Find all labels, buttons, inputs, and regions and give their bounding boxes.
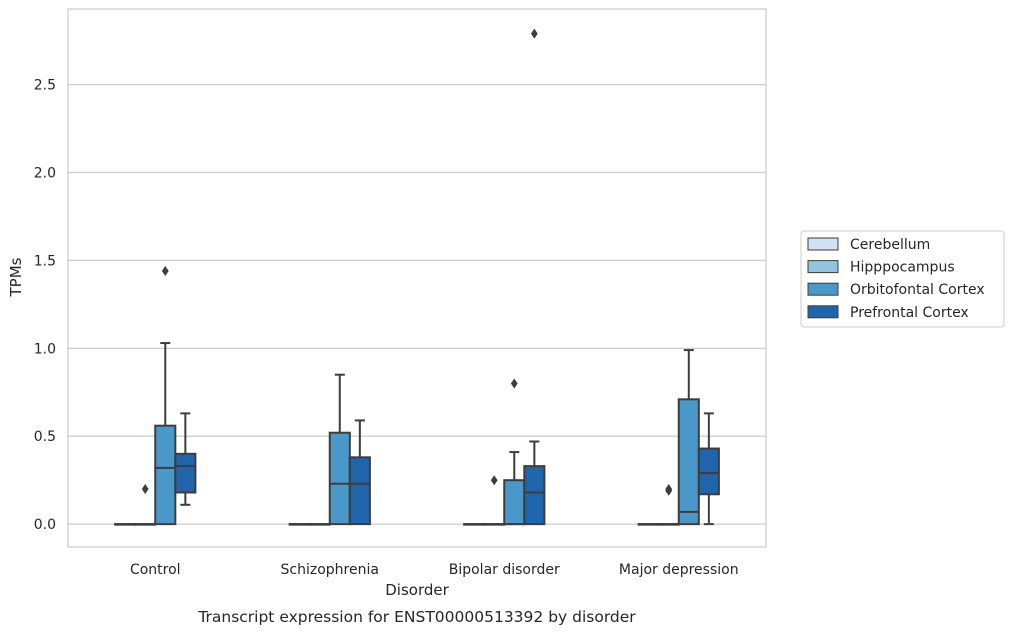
box xyxy=(328,431,351,526)
x-tick-label: Major depression xyxy=(619,562,739,578)
box-group xyxy=(463,523,486,526)
legend-label: Prefrontal Cortex xyxy=(850,305,969,321)
x-tick-label: Schizophrenia xyxy=(281,562,379,578)
legend-swatch xyxy=(807,237,839,251)
box-group xyxy=(503,378,526,526)
outlier-point xyxy=(161,265,169,276)
legend-label: Orbitofontal Cortex xyxy=(850,282,985,298)
outlier-point xyxy=(665,483,673,494)
y-tick-label: 0.0 xyxy=(34,517,56,533)
y-axis-label: TPMs xyxy=(7,257,25,297)
y-tick-label: 1.5 xyxy=(34,253,56,269)
box xyxy=(697,447,720,496)
outlier-point xyxy=(510,378,518,389)
chart-caption: Transcript expression for ENST0000051339… xyxy=(197,608,636,626)
x-tick-labels: Control Schizophrenia Bipolar disorder Majo… xyxy=(130,562,739,578)
legend: Cerebellum Hipppocampus Orbitofontal Corte… xyxy=(800,230,1005,328)
y-tick-label: 2.5 xyxy=(34,78,56,94)
x-axis-label: Disorder xyxy=(385,581,449,599)
box-group xyxy=(288,523,311,526)
box xyxy=(677,398,700,526)
box-group xyxy=(483,475,506,526)
y-tick-label: 0.5 xyxy=(34,429,56,445)
legend-swatch xyxy=(807,260,839,274)
box xyxy=(154,424,177,526)
box-group xyxy=(154,265,177,526)
box-group xyxy=(523,28,546,526)
legend-label: Hipppocampus xyxy=(850,260,955,276)
outlier-point xyxy=(530,28,538,39)
box-group xyxy=(677,349,700,526)
outlier-point xyxy=(490,475,498,486)
box-group xyxy=(114,523,137,526)
box-group xyxy=(328,373,351,526)
box-group xyxy=(697,412,720,526)
x-tick-label: Control xyxy=(130,562,181,578)
x-tick-label: Bipolar disorder xyxy=(449,562,560,578)
y-tick-label: 2.0 xyxy=(34,166,56,182)
box-group xyxy=(308,523,331,526)
box-group xyxy=(174,412,197,506)
legend-frame xyxy=(800,230,1005,328)
legend-swatch xyxy=(807,305,839,319)
box xyxy=(503,479,526,526)
box-layer xyxy=(114,28,720,526)
box-group xyxy=(134,483,157,526)
y-tick-label: 1.0 xyxy=(34,341,56,357)
plot-frame xyxy=(67,8,767,548)
legend-swatch xyxy=(807,282,839,296)
box xyxy=(174,452,197,494)
box xyxy=(348,456,371,526)
box-group xyxy=(657,483,680,526)
box-group xyxy=(348,419,371,526)
outlier-point xyxy=(141,483,149,494)
y-tick-labels: 0.0 0.5 1.0 1.5 2.0 2.5 xyxy=(34,78,56,534)
box xyxy=(523,465,546,526)
box-group xyxy=(637,523,660,526)
legend-label: Cerebellum xyxy=(850,237,930,253)
